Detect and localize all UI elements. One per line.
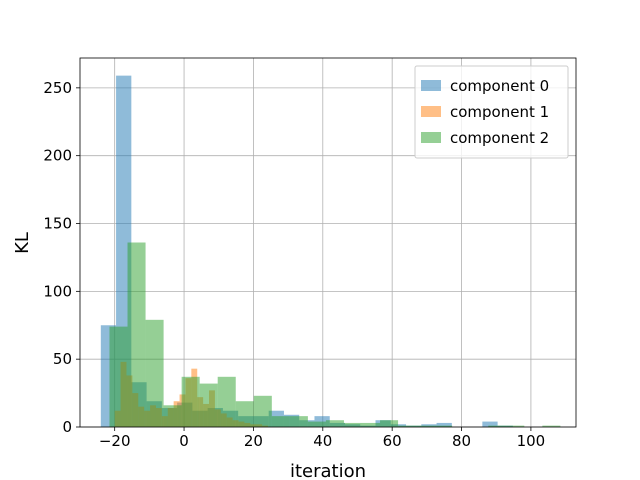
histogram-bar-series-2 — [380, 420, 399, 427]
x-tick-label: 80 — [452, 432, 471, 450]
histogram-bar-series-0 — [436, 422, 452, 427]
histogram-bar-series-2 — [109, 326, 128, 427]
y-tick-label: 200 — [43, 147, 72, 165]
histogram-bar-series-2 — [217, 376, 236, 427]
histogram-bar-series-2 — [325, 420, 344, 427]
histogram-bar-series-2 — [127, 242, 146, 427]
x-tick-label: 100 — [517, 432, 546, 450]
legend-label-series-2: component 2 — [450, 129, 549, 147]
x-tick-label: 20 — [244, 432, 263, 450]
x-tick-label: 0 — [179, 432, 189, 450]
histogram-bar-series-2 — [163, 405, 182, 427]
histogram-bar-series-2 — [416, 425, 435, 427]
legend-label-series-0: component 0 — [450, 77, 549, 95]
x-tick-label: 40 — [313, 432, 332, 450]
x-tick-label: −20 — [99, 432, 131, 450]
legend: component 0 component 1 component 2 — [414, 65, 569, 159]
axes-frame — [79, 57, 577, 428]
histogram-bar-series-2 — [343, 422, 362, 427]
y-axis-label: KL — [12, 232, 33, 254]
x-axis-label: iteration — [290, 461, 366, 480]
histogram-bar-series-2 — [488, 425, 507, 427]
y-tick-label: 100 — [43, 282, 72, 300]
legend-swatch-series-0 — [421, 80, 441, 91]
histogram-bar-series-2 — [289, 416, 308, 427]
histogram-bar-series-2 — [361, 422, 381, 427]
histogram-bar-series-2 — [307, 421, 326, 427]
legend-label-series-1: component 1 — [450, 103, 549, 121]
axis-ticks: −20 0 20 40 60 80 100 0 50 100 150 200 250 — [43, 79, 545, 450]
histogram-bar-series-2 — [145, 319, 164, 427]
legend-swatch-series-1 — [421, 106, 441, 117]
y-tick-label: 150 — [43, 215, 72, 233]
y-tick-label: 250 — [43, 79, 72, 97]
y-tick-label: 50 — [53, 350, 72, 368]
y-tick-label: 0 — [62, 418, 72, 436]
histogram-bar-series-0 — [482, 421, 498, 427]
histogram-bar-series-2 — [181, 376, 200, 427]
legend-swatch-series-2 — [421, 132, 441, 143]
x-tick-label: 60 — [383, 432, 402, 450]
histogram-bar-series-2 — [271, 416, 290, 427]
histogram-bar-series-2 — [434, 425, 453, 427]
legend-box — [414, 65, 569, 159]
histogram-bar-series-2 — [542, 425, 561, 427]
histogram-bar-series-2 — [199, 383, 218, 427]
histogram-bars — [100, 75, 561, 427]
histogram-bar-series-2 — [253, 395, 272, 427]
histogram-bar-series-2 — [235, 401, 254, 427]
histogram-bar-series-2 — [506, 425, 525, 427]
histogram-bar-series-2 — [398, 425, 417, 427]
